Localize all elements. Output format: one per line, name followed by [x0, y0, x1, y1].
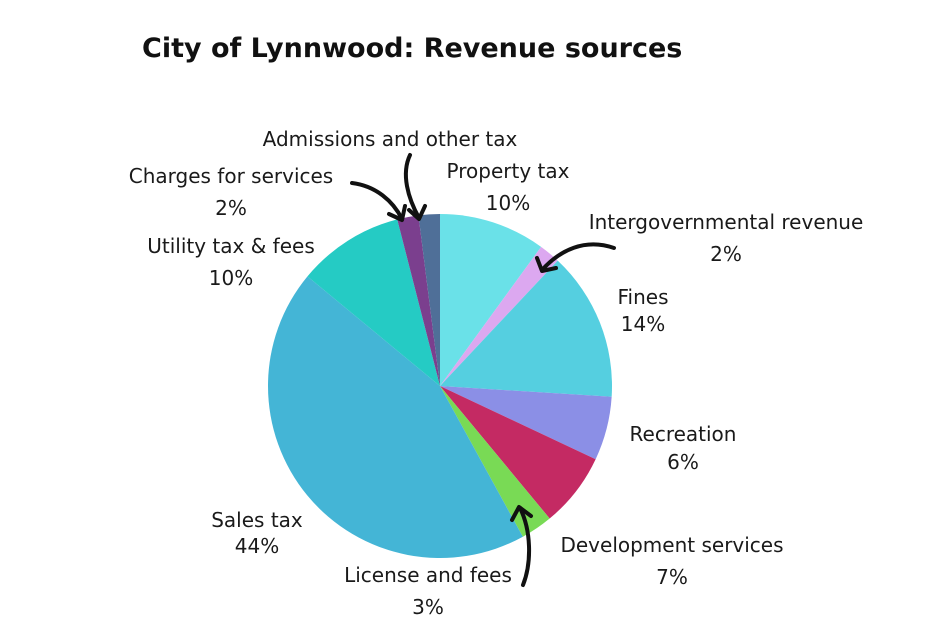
- pie-slice-intergovernmental-revenue: [440, 246, 558, 386]
- pie-slice-property-tax: [440, 214, 542, 386]
- value-utility-tax-and-fees: 10%: [209, 266, 253, 290]
- value-development-services: 7%: [656, 565, 688, 589]
- pie-slice-charges-for-services: [397, 215, 440, 386]
- chart-title: City of Lynnwood: Revenue sources: [142, 33, 682, 64]
- value-intergovernmental-revenue: 2%: [710, 242, 742, 266]
- label-development-services: Development services: [560, 533, 783, 557]
- value-property-tax: 10%: [486, 191, 530, 215]
- value-sales-tax: 44%: [235, 534, 279, 558]
- pie-slice-fines: [440, 260, 612, 397]
- value-charges-for-services: 2%: [215, 196, 247, 220]
- label-property-tax: Property tax: [447, 159, 570, 183]
- label-fines: Fines: [617, 285, 668, 309]
- label-recreation: Recreation: [630, 422, 737, 446]
- pie-slice-utility-tax-fees: [307, 219, 440, 386]
- pie-slice-admissions-and-other-tax: [418, 214, 440, 386]
- value-fines: 14%: [621, 312, 665, 336]
- label-utility-tax-and-fees: Utility tax & fees: [147, 234, 315, 258]
- label-license-and-fees: License and fees: [344, 563, 512, 587]
- pie-slice-sales-tax: [268, 276, 523, 558]
- label-sales-tax: Sales tax: [211, 508, 303, 532]
- arrow-admissions-icon: [403, 153, 427, 221]
- label-intergovernmental-revenue: Intergovernmental revenue: [589, 210, 864, 234]
- arrow-intergovernmental-icon: [535, 242, 616, 273]
- label-charges-for-services: Charges for services: [129, 164, 333, 188]
- label-admissions-and-other-tax: Admissions and other tax: [263, 127, 518, 151]
- pie-slice-development-services: [440, 386, 596, 519]
- value-recreation: 6%: [667, 450, 699, 474]
- arrow-charges-for-services-icon: [350, 181, 407, 222]
- arrow-license-and-fees-icon: [510, 505, 533, 587]
- value-license-and-fees: 3%: [412, 595, 444, 619]
- pie-slices: [268, 214, 612, 558]
- pie-slice-recreation: [440, 386, 612, 460]
- pie-slice-license-and-fees: [440, 386, 550, 537]
